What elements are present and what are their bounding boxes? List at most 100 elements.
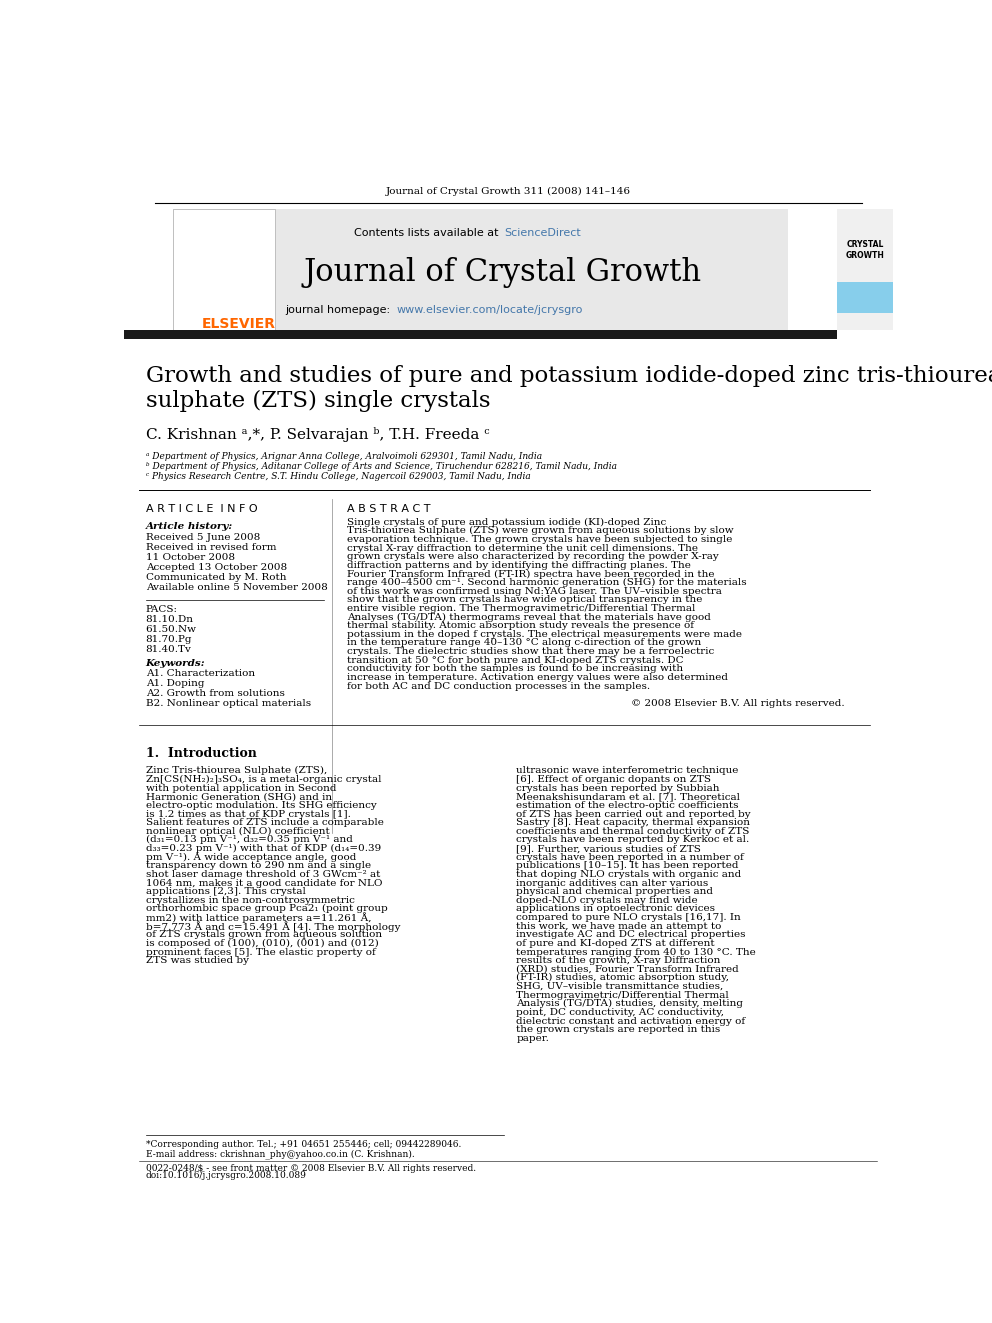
Text: Harmonic Generation (SHG) and in: Harmonic Generation (SHG) and in xyxy=(146,792,332,802)
Text: sulphate (ZTS) single crystals: sulphate (ZTS) single crystals xyxy=(146,390,490,413)
Text: is 1.2 times as that of KDP crystals [1].: is 1.2 times as that of KDP crystals [1]… xyxy=(146,810,350,819)
Text: CRYSTAL
GROWTH: CRYSTAL GROWTH xyxy=(845,239,884,259)
Text: grown crystals were also characterized by recording the powder X-ray: grown crystals were also characterized b… xyxy=(347,552,719,561)
Text: the grown crystals are reported in this: the grown crystals are reported in this xyxy=(516,1025,720,1035)
Text: Journal of Crystal Growth 311 (2008) 141–146: Journal of Crystal Growth 311 (2008) 141… xyxy=(386,187,631,196)
Text: A B S T R A C T: A B S T R A C T xyxy=(347,504,431,515)
Text: Analysis (TG/DTA) studies, density, melting: Analysis (TG/DTA) studies, density, melt… xyxy=(516,999,743,1008)
Text: 81.10.Dn: 81.10.Dn xyxy=(146,615,193,623)
Text: inorganic additives can alter various: inorganic additives can alter various xyxy=(516,878,708,888)
Text: A1. Doping: A1. Doping xyxy=(146,679,204,688)
Text: *Corresponding author. Tel.; +91 04651 255446; cell; 09442289046.: *Corresponding author. Tel.; +91 04651 2… xyxy=(146,1140,461,1148)
Text: transition at 50 °C for both pure and KI-doped ZTS crystals. DC: transition at 50 °C for both pure and KI… xyxy=(347,656,683,664)
Text: Tris-thiourea Sulphate (ZTS) were grown from aqueous solutions by slow: Tris-thiourea Sulphate (ZTS) were grown … xyxy=(347,527,734,536)
Text: point, DC conductivity, AC conductivity,: point, DC conductivity, AC conductivity, xyxy=(516,1008,724,1017)
Text: temperatures ranging from 40 to 130 °C. The: temperatures ranging from 40 to 130 °C. … xyxy=(516,947,756,957)
Text: orthorhombic space group Pca2₁ (point group: orthorhombic space group Pca2₁ (point gr… xyxy=(146,905,388,913)
Text: 81.70.Pg: 81.70.Pg xyxy=(146,635,192,644)
Text: Salient features of ZTS include a comparable: Salient features of ZTS include a compar… xyxy=(146,818,384,827)
Text: with potential application in Second: with potential application in Second xyxy=(146,783,336,792)
Text: of pure and KI-doped ZTS at different: of pure and KI-doped ZTS at different xyxy=(516,939,715,947)
Text: physical and chemical properties and: physical and chemical properties and xyxy=(516,888,713,896)
Text: SHG, UV–visible transmittance studies,: SHG, UV–visible transmittance studies, xyxy=(516,982,723,991)
Bar xyxy=(837,282,893,312)
Text: electro-optic modulation. Its SHG efficiency: electro-optic modulation. Its SHG effici… xyxy=(146,800,376,810)
Text: crystals. The dielectric studies show that there may be a ferroelectric: crystals. The dielectric studies show th… xyxy=(347,647,714,656)
Text: © 2008 Elsevier B.V. All rights reserved.: © 2008 Elsevier B.V. All rights reserved… xyxy=(631,700,845,708)
Text: Communicated by M. Roth: Communicated by M. Roth xyxy=(146,573,287,582)
Text: nonlinear optical (NLO) coefficient: nonlinear optical (NLO) coefficient xyxy=(146,827,329,836)
Text: diffraction patterns and by identifying the diffracting planes. The: diffraction patterns and by identifying … xyxy=(347,561,691,570)
Text: crystal X-ray diffraction to determine the unit cell dimensions. The: crystal X-ray diffraction to determine t… xyxy=(347,544,698,553)
Text: ELSEVIER: ELSEVIER xyxy=(201,318,276,331)
Text: ScienceDirect: ScienceDirect xyxy=(504,229,580,238)
Text: evaporation technique. The grown crystals have been subjected to single: evaporation technique. The grown crystal… xyxy=(347,534,732,544)
Text: 81.40.Tv: 81.40.Tv xyxy=(146,644,191,654)
Text: PACS:: PACS: xyxy=(146,605,178,614)
Text: 0022-0248/$ - see front matter © 2008 Elsevier B.V. All rights reserved.: 0022-0248/$ - see front matter © 2008 El… xyxy=(146,1164,476,1172)
Text: range 400–4500 cm⁻¹. Second harmonic generation (SHG) for the materials: range 400–4500 cm⁻¹. Second harmonic gen… xyxy=(347,578,747,587)
Text: ultrasonic wave interferometric technique: ultrasonic wave interferometric techniqu… xyxy=(516,766,738,775)
Text: 1.  Introduction: 1. Introduction xyxy=(146,747,257,761)
Text: d₃₃=0.23 pm V⁻¹) with that of KDP (d₁₄=0.39: d₃₃=0.23 pm V⁻¹) with that of KDP (d₁₄=0… xyxy=(146,844,381,853)
Text: pm V⁻¹). A wide acceptance angle, good: pm V⁻¹). A wide acceptance angle, good xyxy=(146,852,356,861)
Text: mm2) with lattice parameters a=11.261 Å,: mm2) with lattice parameters a=11.261 Å, xyxy=(146,912,371,923)
Text: Received in revised form: Received in revised form xyxy=(146,544,276,552)
Text: A2. Growth from solutions: A2. Growth from solutions xyxy=(146,689,285,697)
Text: Keywords:: Keywords: xyxy=(146,659,205,668)
Text: transparency down to 290 nm and a single: transparency down to 290 nm and a single xyxy=(146,861,371,871)
Text: conductivity for both the samples is found to be increasing with: conductivity for both the samples is fou… xyxy=(347,664,683,673)
Bar xyxy=(124,329,837,339)
Text: applications in optoelectronic devices: applications in optoelectronic devices xyxy=(516,905,715,913)
Text: of ZTS crystals grown from aqueous solution: of ZTS crystals grown from aqueous solut… xyxy=(146,930,382,939)
Text: Journal of Crystal Growth: Journal of Crystal Growth xyxy=(304,257,701,288)
Text: thermal stability. Atomic absorption study reveals the presence of: thermal stability. Atomic absorption stu… xyxy=(347,622,694,630)
Text: compared to pure NLO crystals [16,17]. In: compared to pure NLO crystals [16,17]. I… xyxy=(516,913,741,922)
Text: Available online 5 November 2008: Available online 5 November 2008 xyxy=(146,583,327,593)
Text: Meenakshisundaram et al. [7]. Theoretical: Meenakshisundaram et al. [7]. Theoretica… xyxy=(516,792,740,802)
Bar xyxy=(173,209,789,329)
Text: Zn[CS(NH₂)₂]₃SO₄, is a metal-organic crystal: Zn[CS(NH₂)₂]₃SO₄, is a metal-organic cry… xyxy=(146,775,381,785)
Text: coefficients and thermal conductivity of ZTS: coefficients and thermal conductivity of… xyxy=(516,827,750,836)
Text: Fourier Transform Infrared (FT-IR) spectra have been recorded in the: Fourier Transform Infrared (FT-IR) spect… xyxy=(347,569,714,578)
Text: Sastry [8]. Heat capacity, thermal expansion: Sastry [8]. Heat capacity, thermal expan… xyxy=(516,818,750,827)
Text: [6]. Effect of organic dopants on ZTS: [6]. Effect of organic dopants on ZTS xyxy=(516,775,711,785)
Text: ZTS was studied by: ZTS was studied by xyxy=(146,957,249,966)
Text: (XRD) studies, Fourier Transform Infrared: (XRD) studies, Fourier Transform Infrare… xyxy=(516,964,739,974)
Text: dielectric constant and activation energy of: dielectric constant and activation energ… xyxy=(516,1016,745,1025)
Text: A R T I C L E  I N F O: A R T I C L E I N F O xyxy=(146,504,257,515)
Text: journal homepage:: journal homepage: xyxy=(285,306,394,315)
Text: A1. Characterization: A1. Characterization xyxy=(146,668,255,677)
Text: E-mail address: ckrishnan_phy@yahoo.co.in (C. Krishnan).: E-mail address: ckrishnan_phy@yahoo.co.i… xyxy=(146,1148,415,1159)
Text: crystals have been reported by Kerkoc et al.: crystals have been reported by Kerkoc et… xyxy=(516,835,749,844)
Text: Contents lists available at: Contents lists available at xyxy=(354,229,502,238)
Text: crystallizes in the non-controsymmetric: crystallizes in the non-controsymmetric xyxy=(146,896,354,905)
Text: ᵃ Department of Physics, Arignar Anna College, Aralvoimoli 629301, Tamil Nadu, I: ᵃ Department of Physics, Arignar Anna Co… xyxy=(146,452,542,462)
Text: doi:10.1016/j.jcrysgro.2008.10.089: doi:10.1016/j.jcrysgro.2008.10.089 xyxy=(146,1171,307,1180)
Text: crystals have been reported in a number of: crystals have been reported in a number … xyxy=(516,852,744,861)
Text: prominent faces [5]. The elastic property of: prominent faces [5]. The elastic propert… xyxy=(146,947,375,957)
Text: of this work was confirmed using Nd:YAG laser. The UV–visible spectra: of this work was confirmed using Nd:YAG … xyxy=(347,586,722,595)
Text: results of the growth, X-ray Diffraction: results of the growth, X-ray Diffraction xyxy=(516,957,720,966)
Text: that doping NLO crystals with organic and: that doping NLO crystals with organic an… xyxy=(516,871,741,878)
Text: crystals has been reported by Subbiah: crystals has been reported by Subbiah xyxy=(516,783,719,792)
Text: 61.50.Nw: 61.50.Nw xyxy=(146,624,196,634)
Bar xyxy=(173,209,275,329)
Text: b=7.773 Å and c=15.491 Å [4]. The morphology: b=7.773 Å and c=15.491 Å [4]. The morpho… xyxy=(146,921,400,931)
Bar xyxy=(837,209,893,329)
Text: Thermogravimetric/Differential Thermal: Thermogravimetric/Differential Thermal xyxy=(516,991,729,1000)
Text: [9]. Further, various studies of ZTS: [9]. Further, various studies of ZTS xyxy=(516,844,701,853)
Text: Zinc Tris-thiourea Sulphate (ZTS),: Zinc Tris-thiourea Sulphate (ZTS), xyxy=(146,766,327,775)
Text: investigate AC and DC electrical properties: investigate AC and DC electrical propert… xyxy=(516,930,746,939)
Text: B2. Nonlinear optical materials: B2. Nonlinear optical materials xyxy=(146,699,310,708)
Text: is composed of (100), (010), (001) and (012): is composed of (100), (010), (001) and (… xyxy=(146,939,379,949)
Text: increase in temperature. Activation energy values were also determined: increase in temperature. Activation ener… xyxy=(347,673,728,681)
Text: paper.: paper. xyxy=(516,1033,549,1043)
Text: 1064 nm, makes it a good candidate for NLO: 1064 nm, makes it a good candidate for N… xyxy=(146,878,382,888)
Text: Accepted 13 October 2008: Accepted 13 October 2008 xyxy=(146,564,287,572)
Text: doped-NLO crystals may find wide: doped-NLO crystals may find wide xyxy=(516,896,697,905)
Text: (FT-IR) studies, atomic absorption study,: (FT-IR) studies, atomic absorption study… xyxy=(516,974,729,983)
Text: in the temperature range 40–130 °C along c-direction of the grown: in the temperature range 40–130 °C along… xyxy=(347,639,701,647)
Text: 11 October 2008: 11 October 2008 xyxy=(146,553,235,562)
Text: C. Krishnan ᵃ,*, P. Selvarajan ᵇ, T.H. Freeda ᶜ: C. Krishnan ᵃ,*, P. Selvarajan ᵇ, T.H. F… xyxy=(146,427,489,442)
